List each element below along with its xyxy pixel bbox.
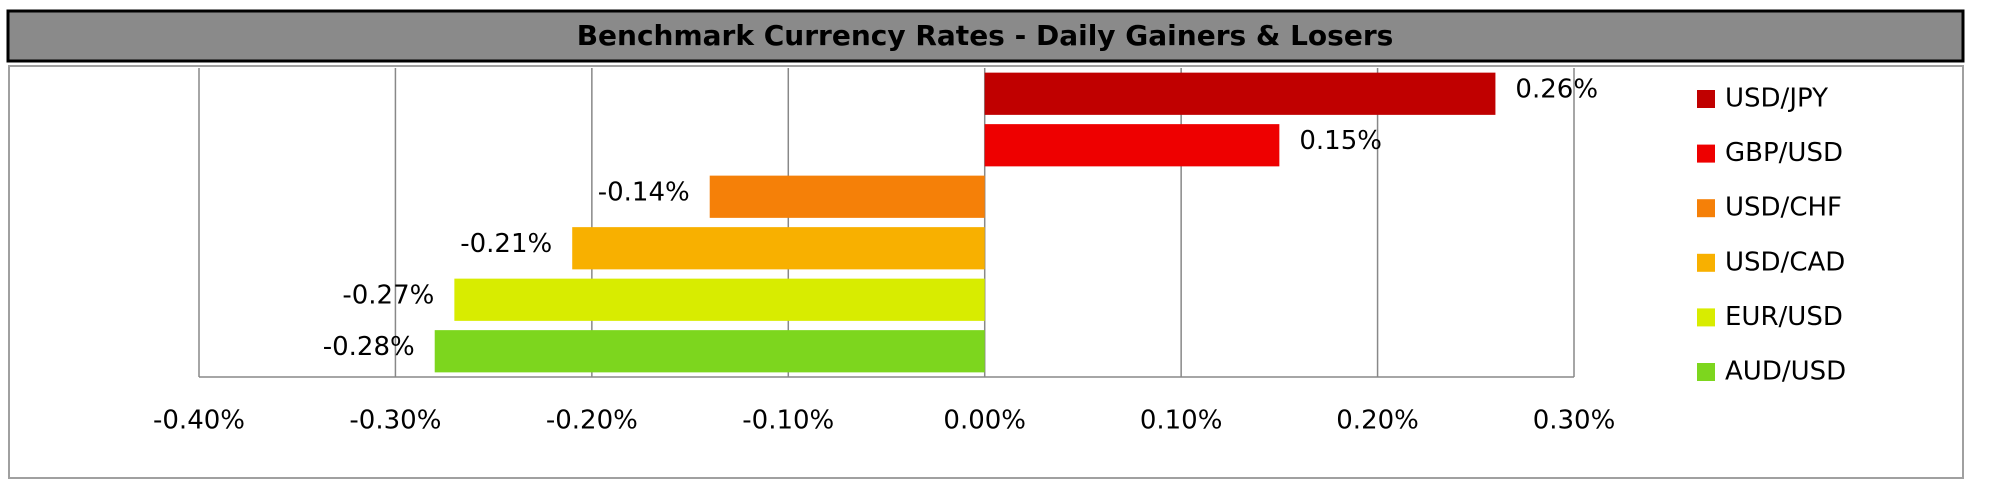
legend-label: AUD/USD — [1725, 357, 1846, 387]
data-label: -0.28% — [323, 332, 415, 362]
legend-swatch — [1697, 90, 1715, 108]
legend-swatch — [1697, 144, 1715, 163]
legend-label: GBP/USD — [1725, 138, 1843, 168]
legend-label: USD/CHF — [1725, 193, 1842, 223]
legend-swatch — [1697, 308, 1715, 327]
bar — [434, 330, 985, 373]
chart-title: Benchmark Currency Rates - Daily Gainers… — [577, 19, 1394, 52]
x-tick-label: 0.10% — [1140, 406, 1223, 436]
legend-swatch — [1697, 363, 1715, 381]
legend-label: USD/JPY — [1725, 84, 1828, 114]
x-tick-label: -0.10% — [742, 406, 834, 436]
x-tick-label: -0.30% — [349, 406, 441, 436]
bar — [984, 124, 1280, 167]
legend-label: USD/CAD — [1725, 247, 1845, 277]
data-label: 0.26% — [1515, 74, 1598, 104]
data-label: -0.27% — [342, 280, 434, 310]
data-label: -0.14% — [598, 177, 690, 207]
bar — [984, 72, 1496, 115]
bar — [572, 227, 985, 270]
data-label: -0.21% — [460, 229, 552, 259]
x-tick-label: 0.00% — [943, 406, 1026, 436]
x-tick-label: -0.40% — [153, 406, 245, 436]
x-tick-label: 0.30% — [1533, 406, 1616, 436]
x-tick-label: -0.20% — [546, 406, 638, 436]
title-bar — [6, 9, 1965, 63]
data-label: 0.15% — [1299, 126, 1382, 156]
legend-label: EUR/USD — [1725, 302, 1843, 332]
legend-swatch — [1697, 199, 1715, 218]
bar — [709, 175, 985, 218]
legend-swatch — [1697, 253, 1715, 272]
bar — [454, 278, 985, 321]
x-tick-label: 0.20% — [1336, 406, 1419, 436]
